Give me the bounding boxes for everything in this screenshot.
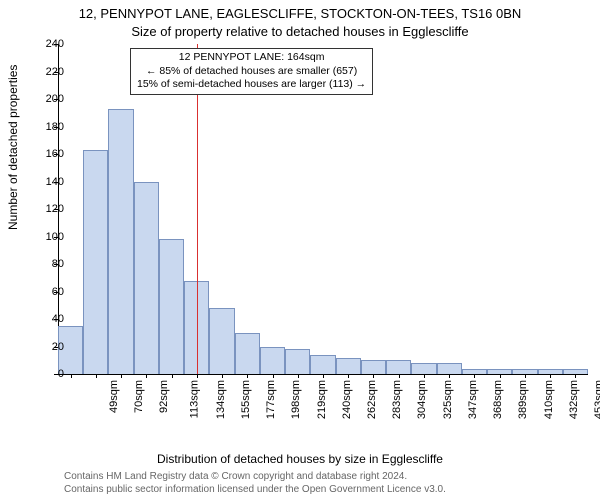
x-tick-mark [146, 374, 147, 378]
histogram-bar [108, 109, 133, 374]
x-tick-mark [298, 374, 299, 378]
x-tick-label: 155sqm [240, 380, 252, 419]
y-tick-label: 160 [34, 148, 64, 160]
histogram-bar [260, 347, 285, 375]
histogram-bar [209, 308, 234, 374]
y-tick-label: 60 [34, 286, 64, 298]
x-tick-mark [399, 374, 400, 378]
y-tick-label: 0 [34, 368, 64, 380]
x-tick-label: 262sqm [366, 380, 378, 419]
y-tick-label: 40 [34, 313, 64, 325]
x-tick-label: 219sqm [316, 380, 328, 419]
y-tick-label: 200 [34, 93, 64, 105]
x-tick-mark [424, 374, 425, 378]
y-tick-mark [54, 72, 58, 73]
histogram-bar [361, 360, 386, 374]
y-tick-mark [54, 374, 58, 375]
y-tick-label: 100 [34, 231, 64, 243]
chart-container: 12, PENNYPOT LANE, EAGLESCLIFFE, STOCKTO… [0, 0, 600, 500]
x-tick-mark [247, 374, 248, 378]
x-tick-mark [373, 374, 374, 378]
annotation-line-3: 15% of semi-detached houses are larger (… [137, 78, 366, 92]
credits-line-1: Contains HM Land Registry data © Crown c… [64, 471, 446, 484]
y-tick-mark [54, 182, 58, 183]
histogram-bar [285, 349, 310, 374]
histogram-bar [411, 363, 436, 374]
x-tick-mark [222, 374, 223, 378]
x-tick-label: 240sqm [341, 380, 353, 419]
y-tick-mark [54, 99, 58, 100]
histogram-bar [437, 363, 462, 374]
x-tick-mark [474, 374, 475, 378]
title-line-1: 12, PENNYPOT LANE, EAGLESCLIFFE, STOCKTO… [0, 6, 600, 21]
x-tick-label: 432sqm [568, 380, 580, 419]
annotation-line-1: 12 PENNYPOT LANE: 164sqm [137, 51, 366, 65]
x-tick-mark [323, 374, 324, 378]
y-tick-label: 240 [34, 38, 64, 50]
x-tick-label: 198sqm [290, 380, 302, 419]
x-tick-label: 368sqm [492, 380, 504, 419]
x-tick-mark [525, 374, 526, 378]
plot-area: 12 PENNYPOT LANE: 164sqm← 85% of detache… [58, 44, 588, 374]
histogram-bar [336, 358, 361, 375]
x-tick-label: 410sqm [543, 380, 555, 419]
x-tick-mark [96, 374, 97, 378]
x-tick-mark [197, 374, 198, 378]
annotation-box: 12 PENNYPOT LANE: 164sqm← 85% of detache… [130, 48, 373, 95]
y-tick-mark [54, 237, 58, 238]
x-tick-label: 453sqm [593, 380, 600, 419]
x-tick-mark [500, 374, 501, 378]
histogram-bar [159, 239, 184, 374]
credits-block: Contains HM Land Registry data © Crown c… [64, 471, 446, 496]
x-tick-mark [575, 374, 576, 378]
x-tick-mark [172, 374, 173, 378]
x-tick-mark [348, 374, 349, 378]
y-axis-label: Number of detached properties [6, 65, 20, 230]
y-tick-mark [54, 319, 58, 320]
x-tick-label: 49sqm [108, 380, 120, 413]
x-axis-label: Distribution of detached houses by size … [0, 452, 600, 466]
x-tick-mark [121, 374, 122, 378]
x-tick-label: 92sqm [158, 380, 170, 413]
x-tick-mark [71, 374, 72, 378]
x-tick-label: 283sqm [391, 380, 403, 419]
x-tick-label: 325sqm [442, 380, 454, 419]
x-tick-label: 347sqm [467, 380, 479, 419]
x-tick-label: 389sqm [518, 380, 530, 419]
title-line-2: Size of property relative to detached ho… [0, 24, 600, 39]
y-tick-mark [54, 127, 58, 128]
x-tick-label: 113sqm [189, 380, 201, 418]
x-tick-label: 70sqm [133, 380, 145, 413]
x-tick-mark [449, 374, 450, 378]
y-tick-mark [54, 292, 58, 293]
x-tick-label: 134sqm [215, 380, 227, 419]
histogram-bar [235, 333, 260, 374]
x-tick-mark [550, 374, 551, 378]
y-tick-mark [54, 347, 58, 348]
histogram-bar [310, 355, 335, 374]
histogram-bar [134, 182, 159, 375]
y-tick-mark [54, 209, 58, 210]
y-tick-mark [54, 44, 58, 45]
x-tick-label: 177sqm [265, 380, 277, 419]
histogram-bar [83, 150, 108, 374]
y-tick-label: 20 [34, 341, 64, 353]
x-tick-label: 304sqm [417, 380, 429, 419]
y-tick-label: 180 [34, 121, 64, 133]
y-tick-label: 80 [34, 258, 64, 270]
credits-line-2: Contains public sector information licen… [64, 484, 446, 497]
y-tick-label: 140 [34, 176, 64, 188]
x-tick-mark [273, 374, 274, 378]
y-tick-label: 220 [34, 66, 64, 78]
y-tick-label: 120 [34, 203, 64, 215]
histogram-bar [386, 360, 411, 374]
y-tick-mark [54, 154, 58, 155]
y-tick-mark [54, 264, 58, 265]
annotation-line-2: ← 85% of detached houses are smaller (65… [137, 65, 366, 79]
